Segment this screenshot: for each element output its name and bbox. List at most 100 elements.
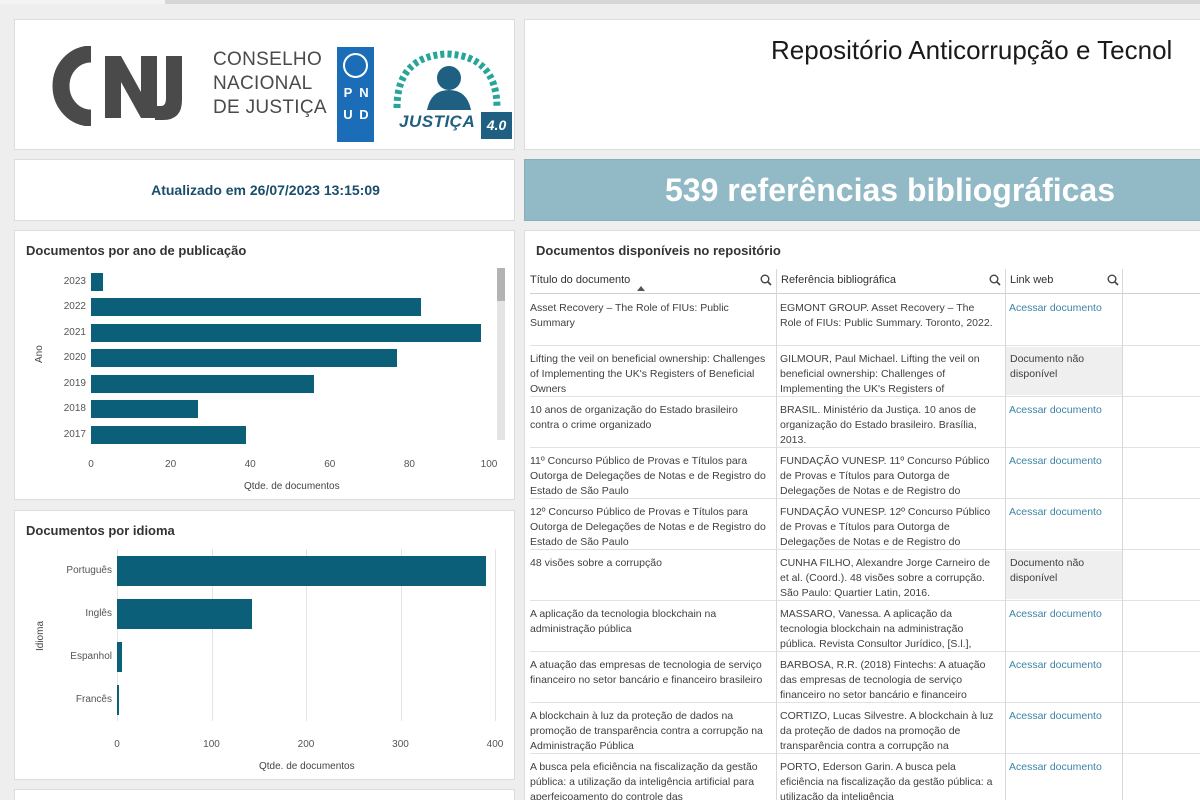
x-tick-label: 100 (203, 739, 220, 750)
x-tick-label: 20 (165, 459, 177, 470)
column-header-reference[interactable]: Referência bibliográfica (781, 269, 1009, 294)
x-tick-label: 40 (244, 459, 256, 470)
reference-cell: EGMONT GROUP. Asset Recovery – The Role … (780, 302, 993, 329)
gridline (211, 549, 213, 721)
pnud-letter: U (343, 107, 353, 122)
reference-cell: BARBOSA, R.R. (2018) Fintechs: A atuação… (780, 659, 986, 701)
document-link[interactable]: Acessar documento (1009, 710, 1102, 722)
gridline (117, 549, 118, 721)
column-divider (1005, 269, 1006, 800)
x-tick-label: 200 (297, 739, 315, 750)
column-header-link[interactable]: Link web (1010, 269, 1127, 294)
bar[interactable] (91, 400, 199, 419)
reference-count: 539 referências bibliográficas (665, 172, 1115, 208)
cnj-name: CONSELHO NACIONAL DE JUSTIÇA (213, 48, 327, 120)
reference-cell: BRASIL. Ministério da Justiça. 10 anos d… (780, 404, 977, 446)
reference-cell: FUNDAÇÃO VUNESP. 11º Concurso Público de… (780, 455, 990, 497)
document-link[interactable]: Acessar documento (1009, 302, 1102, 314)
document-link[interactable]: Acessar documento (1009, 506, 1102, 518)
document-title-cell: Asset Recovery – The Role of FIUs: Publi… (530, 302, 729, 329)
x-tick-label: 0 (88, 459, 94, 470)
cnj-name-line: NACIONAL (213, 73, 313, 94)
reference-cell: CUNHA FILHO, Alexandre Jorge Carneiro de… (780, 557, 991, 599)
bar[interactable] (117, 684, 119, 715)
search-icon[interactable] (1107, 274, 1119, 286)
x-tick-label: 80 (403, 459, 415, 470)
document-link[interactable]: Acessar documento (1009, 659, 1102, 671)
justica40-emblem-icon (393, 50, 501, 110)
year-chart-xlabel: Qtde. de documentos (244, 481, 340, 492)
document-title-cell: 11º Concurso Público de Provas e Títulos… (530, 455, 766, 497)
gridline (306, 549, 307, 721)
category-label: 2017 (63, 428, 86, 440)
table-row[interactable]: 10 anos de organização do Estado brasile… (530, 397, 1200, 448)
gridline (400, 549, 402, 721)
language-chart-ylabel: Idioma (35, 620, 46, 651)
table-row[interactable]: 12º Concurso Público de Provas e Títulos… (530, 499, 1200, 550)
table-row[interactable]: A blockchain à luz da proteção de dados … (530, 703, 1200, 754)
document-title-cell: A atuação das empresas de tecnologia de … (530, 659, 763, 686)
year-chart-title: Documentos por ano de publicação (26, 243, 247, 258)
bar[interactable] (91, 298, 422, 317)
reference-count-banner: 539 referências bibliográficas (524, 159, 1200, 221)
justica40-badge: 4.0 (481, 112, 512, 139)
column-divider (776, 269, 777, 800)
un-emblem-icon (343, 53, 368, 78)
x-tick-label: 100 (480, 459, 498, 470)
category-label: Francês (75, 693, 112, 705)
pnud-logo: P N U D (337, 47, 374, 142)
bar[interactable] (117, 641, 122, 672)
table-row[interactable]: A atuação das empresas de tecnologia de … (530, 652, 1200, 703)
pnud-letter: D (359, 107, 369, 122)
cnj-name-line: CONSELHO (213, 49, 323, 70)
document-link[interactable]: Acessar documento (1009, 404, 1102, 416)
bar[interactable] (91, 272, 103, 291)
year-chart-scrollbar[interactable] (497, 268, 505, 440)
bar[interactable] (117, 598, 253, 629)
updated-panel: Atualizado em 26/07/2023 13:15:09 (14, 159, 515, 221)
gridline (495, 549, 496, 721)
table-row[interactable]: A aplicação da tecnologia blockchain na … (530, 601, 1200, 652)
x-tick-label: 0 (114, 739, 120, 750)
table-row[interactable]: Asset Recovery – The Role of FIUs: Publi… (530, 295, 1200, 346)
year-chart-scroll-thumb[interactable] (497, 268, 505, 301)
document-link[interactable]: Acessar documento (1009, 761, 1102, 773)
reference-cell: PORTO, Ederson Garin. A busca pela efici… (780, 761, 993, 800)
pnud-letter: N (359, 85, 369, 100)
last-updated-text: Atualizado em 26/07/2023 13:15:09 (151, 182, 380, 198)
language-chart-panel[interactable]: Documentos por idioma Português Inglês Esp… (14, 510, 515, 780)
bar[interactable] (91, 374, 314, 393)
category-label: 2022 (63, 301, 86, 313)
documents-table-panel: Documentos disponíveis no repositório Tí… (524, 230, 1200, 800)
document-title-cell: A busca pela eficiência na fiscalização … (530, 761, 758, 800)
column-divider (1122, 269, 1123, 800)
document-title-cell: 12º Concurso Público de Provas e Títulos… (530, 506, 766, 548)
table-row[interactable]: A busca pela eficiência na fiscalização … (530, 754, 1200, 800)
x-tick-label: 400 (486, 739, 504, 750)
category-label: 2019 (63, 377, 86, 389)
document-link[interactable]: Acessar documento (1009, 455, 1102, 467)
bar[interactable] (117, 555, 486, 586)
reference-cell: FUNDAÇÃO VUNESP. 12º Concurso Público de… (780, 506, 991, 548)
table-row[interactable]: 11º Concurso Público de Provas e Títulos… (530, 448, 1200, 499)
bar[interactable] (91, 349, 398, 368)
cnj-name-line: DE JUSTIÇA (213, 97, 327, 118)
document-title-cell: A aplicação da tecnologia blockchain na … (530, 608, 717, 635)
table-row[interactable]: 48 visões sobre a corrupção CUNHA FILHO, … (530, 550, 1200, 601)
search-icon[interactable] (760, 274, 772, 286)
column-header-title[interactable]: Título do documento (530, 269, 780, 294)
documents-table-title: Documentos disponíveis no repositório (536, 243, 781, 258)
category-label: Português (66, 564, 112, 576)
search-icon[interactable] (989, 274, 1001, 286)
category-label: 2018 (63, 403, 86, 415)
document-link[interactable]: Acessar documento (1009, 608, 1102, 620)
bar[interactable] (91, 323, 482, 342)
document-title-cell: 48 visões sobre a corrupção (530, 557, 662, 569)
table-row[interactable]: Lifting the veil on beneficial ownership… (530, 346, 1200, 397)
category-label: Inglês (85, 607, 112, 619)
link-unavailable-cell: Documento não disponível (1006, 347, 1122, 395)
sort-ascending-icon[interactable] (637, 286, 645, 291)
year-chart-panel[interactable]: Documentos por ano de publicação 2023 202… (14, 230, 515, 500)
document-title-cell: A blockchain à luz da proteção de dados … (530, 710, 763, 752)
bar[interactable] (91, 425, 247, 444)
